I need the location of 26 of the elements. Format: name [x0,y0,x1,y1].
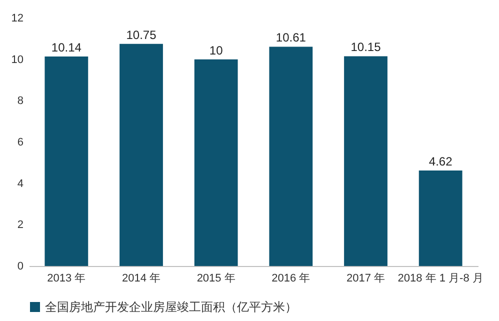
data-label: 10.61 [276,30,306,45]
x-tick-label: 2017 年 [346,272,386,284]
y-tick-label: 2 [17,219,24,232]
x-tick-label: 2014 年 [122,272,161,284]
x-tick-label: 2018 年 1 月-8 月 [398,272,484,284]
y-tick-label: 0 [17,260,24,272]
data-label: 10.75 [126,28,157,42]
x-tick-label: 2013 年 [47,272,86,284]
legend-label: 全国房地产开发企业房屋竣工面积（亿平方米） [45,300,297,314]
data-label: 10 [209,43,224,58]
data-label: 10.15 [350,40,382,54]
data-label: 10.14 [51,40,82,54]
y-tick-label: 12 [11,12,24,24]
y-tick-label: 4 [17,178,24,190]
bar [418,170,462,266]
bar [269,46,313,266]
data-label: 4.62 [428,154,453,169]
bar [120,44,163,266]
bar [44,56,88,266]
bar [344,56,388,266]
y-tick-label: 10 [11,54,24,66]
x-tick-label: 2016 年 [272,272,310,284]
x-tick-label: 2015 年 [196,272,236,284]
bar [194,59,238,266]
y-tick-label: 6 [17,136,24,148]
y-tick-label: 8 [17,95,24,108]
